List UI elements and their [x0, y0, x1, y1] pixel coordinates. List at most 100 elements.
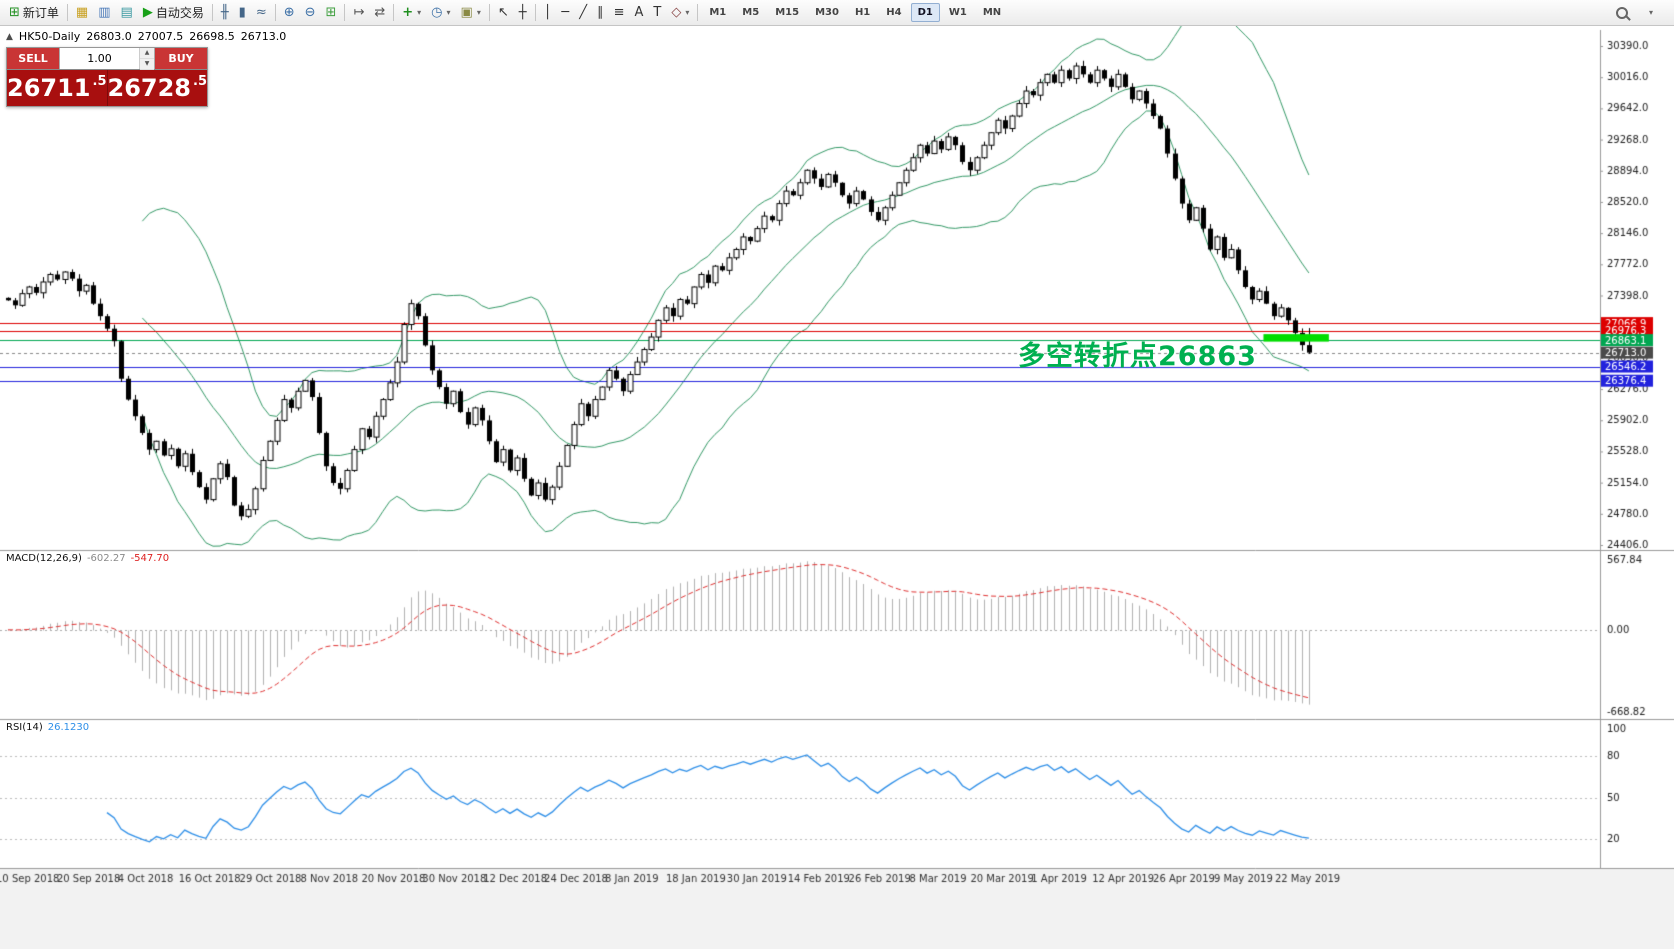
timeframe-m15-button[interactable]: M15	[775, 7, 800, 18]
zoom-in-button[interactable]: ⊕	[279, 2, 300, 24]
timeframe-mn-button[interactable]: MN	[982, 7, 1002, 18]
periods-button[interactable]: ◷ ▾	[426, 2, 455, 24]
equidistant-channel-icon: ∥	[597, 5, 604, 20]
new-order-icon: ⊞	[9, 5, 20, 20]
candlestick-chart-button[interactable]: ▮	[234, 2, 251, 24]
volume-field: ▲ ▼	[59, 48, 155, 70]
equidistant-channel-button[interactable]: ∥	[592, 2, 609, 24]
market-watch-icon: ▥	[98, 5, 111, 20]
turning-point-annotation[interactable]: 多空转折点26863	[1018, 341, 1257, 372]
chart-shift-icon: ⇄	[374, 5, 386, 20]
timeframe-m5-button[interactable]: M5	[742, 7, 760, 18]
toolbar-menu-button[interactable]: ▾	[1643, 2, 1658, 24]
cursor-button[interactable]: ↖	[493, 2, 514, 24]
macd-indicator-label: MACD(12,26,9) -602.27 -547.70	[6, 553, 169, 564]
line-chart-icon: ≈	[255, 5, 267, 20]
bar-chart-icon: ╫	[220, 5, 229, 20]
chevron-down-icon: ▾	[685, 8, 690, 17]
zoom-out-button[interactable]: ⊖	[300, 2, 321, 24]
ohlc-close: 26713.0	[240, 30, 287, 43]
timeframe-d1-button[interactable]: D1	[910, 3, 940, 22]
cursor-icon: ↖	[497, 5, 509, 20]
charts-icon: ▦	[75, 5, 89, 20]
search-icon	[1615, 6, 1628, 19]
ohlc-open: 26803.0	[86, 30, 132, 43]
one-click-trading-panel: SELL ▲ ▼ BUY 26711 .5 26728 .5	[6, 47, 208, 107]
toolbar-separator	[488, 4, 490, 21]
tile-windows-icon: ⊞	[325, 5, 337, 20]
chart-ohlc-info: ▲ HK50-Daily 26803.0 27007.5 26698.5 267…	[6, 30, 286, 43]
toolbar-separator	[274, 4, 276, 21]
volume-down-button[interactable]: ▼	[140, 59, 154, 70]
arrows-button[interactable]: ◇ ▾	[666, 2, 694, 24]
charts-button[interactable]: ▦	[71, 2, 93, 24]
buy-price-frac: .5	[193, 73, 207, 89]
chevron-down-icon: ▾	[1648, 8, 1653, 17]
trendline-button[interactable]: ╱	[574, 2, 592, 24]
fibonacci-button[interactable]: ≡	[609, 2, 630, 24]
buy-price: 26728	[107, 74, 192, 102]
horizontal-line-icon: ─	[561, 5, 570, 20]
toolbar: ⊞ 新订单 ▦ ▥ ▤ ▶ 自动交易 ╫ ▮ ≈ ⊕ ⊖ ⊞ ↦ ⇄ + ▾ ◷ ▾ ▣ ▾ ↖ ┼ │ ─ ╱ ∥ ≡ A T ◇ ▾ M1…	[0, 0, 1674, 26]
vertical-line-icon: │	[543, 5, 552, 20]
arrows-icon: ◇	[671, 5, 682, 20]
templates-button[interactable]: ▣ ▾	[456, 2, 486, 24]
chevron-down-icon: ▾	[417, 8, 422, 17]
text-icon: A	[634, 5, 644, 20]
fibonacci-icon: ≡	[613, 5, 625, 20]
chart-shift-button[interactable]: ⇄	[369, 2, 390, 24]
crosshair-icon: ┼	[518, 5, 527, 20]
crosshair-button[interactable]: ┼	[514, 2, 532, 24]
vertical-line-button[interactable]: │	[539, 2, 557, 24]
toolbar-right: ▾	[1611, 2, 1670, 24]
timeframe-m30-button[interactable]: M30	[815, 7, 839, 18]
macd-main-value: -602.27	[86, 553, 126, 564]
new-order-button[interactable]: ⊞ 新订单	[4, 2, 64, 24]
autotrading-icon: ▶	[142, 5, 153, 20]
indicators-button[interactable]: + ▾	[397, 2, 426, 24]
text-button[interactable]: A	[629, 2, 648, 24]
volume-input[interactable]	[60, 48, 139, 69]
text-label-button[interactable]: T	[648, 2, 666, 24]
sell-price-button[interactable]: 26711 .5	[7, 70, 108, 106]
ohlc-low: 26698.5	[189, 30, 235, 43]
sell-button[interactable]: SELL	[7, 48, 59, 69]
rsi-indicator-label: RSI(14) 26.1230	[6, 722, 89, 733]
timeframe-h1-button[interactable]: H1	[854, 7, 871, 18]
timeframe-m1-button[interactable]: M1	[709, 7, 727, 18]
bar-chart-button[interactable]: ╫	[216, 2, 234, 24]
chevron-down-icon: ▾	[446, 8, 451, 17]
toolbar-separator	[66, 4, 68, 21]
toolbar-separator	[344, 4, 346, 21]
autotrading-label: 自动交易	[155, 6, 204, 20]
toolbar-separator	[697, 4, 699, 21]
sell-price: 26711	[7, 74, 91, 102]
volume-up-button[interactable]: ▲	[140, 48, 154, 59]
chevron-down-icon: ▾	[476, 8, 481, 17]
timeframe-w1-button[interactable]: W1	[948, 7, 967, 18]
collapse-panel-icon[interactable]: ▲	[6, 31, 13, 42]
horizontal-line-button[interactable]: ─	[556, 2, 574, 24]
auto-scroll-icon: ↦	[353, 5, 365, 20]
toolbar-separator	[211, 4, 213, 21]
toolbar-separator	[534, 4, 536, 21]
macd-signal-value: -547.70	[130, 553, 170, 564]
buy-button[interactable]: BUY	[155, 48, 207, 69]
autotrading-button[interactable]: ▶ 自动交易	[138, 2, 209, 24]
navigator-icon: ▤	[120, 5, 133, 20]
timeframe-h4-button[interactable]: H4	[886, 7, 902, 18]
auto-scroll-button[interactable]: ↦	[348, 2, 369, 24]
trendline-icon: ╱	[579, 5, 588, 20]
market-watch-button[interactable]: ▥	[93, 2, 115, 24]
indicators-icon: +	[402, 5, 414, 20]
search-button[interactable]	[1611, 2, 1633, 24]
buy-price-button[interactable]: 26728 .5	[107, 70, 207, 106]
line-chart-button[interactable]: ≈	[251, 2, 272, 24]
macd-name: MACD(12,26,9)	[6, 553, 82, 564]
chart-canvas[interactable]	[0, 26, 1674, 949]
text-label-icon: T	[653, 5, 662, 20]
navigator-button[interactable]: ▤	[116, 2, 138, 24]
zoom-in-icon: ⊕	[283, 5, 295, 20]
tile-windows-button[interactable]: ⊞	[321, 2, 342, 24]
